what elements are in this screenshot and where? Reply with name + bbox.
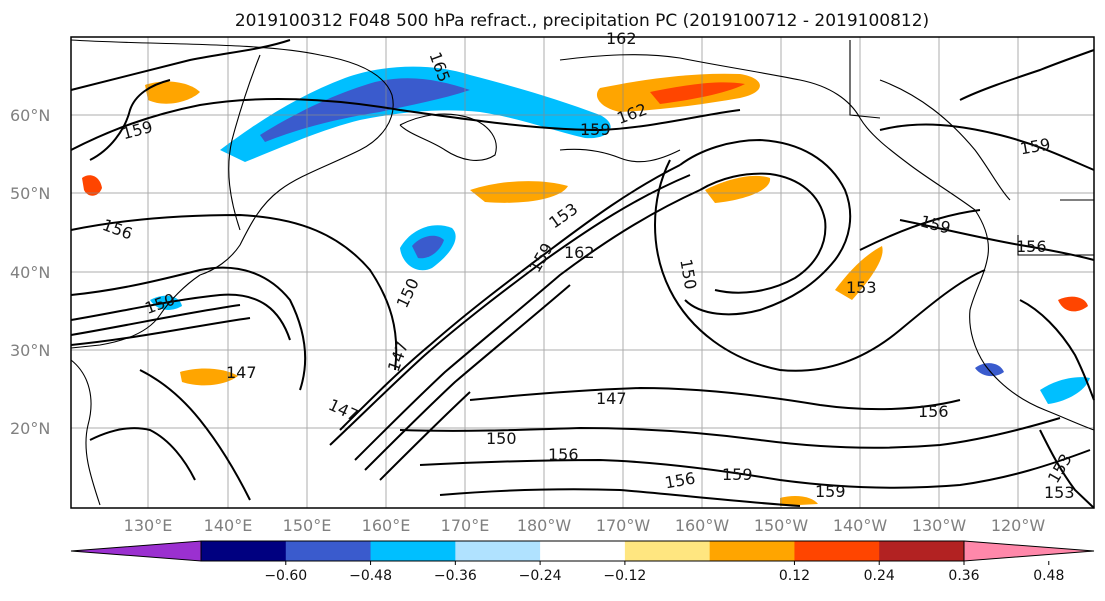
precip-negative-blob-southeast [1040,377,1090,404]
precip-positive-blob-central [705,175,771,203]
colorbar-segment [709,541,795,561]
contour-label: 147 [596,389,627,408]
colorbar-segment [455,541,541,561]
colorbar-tick-label: −0.60 [264,568,307,584]
lon-label: 160°W [675,516,730,535]
contour-label: 156 [1016,237,1047,256]
height-contours [70,39,1095,509]
lon-label: 160°E [362,516,411,535]
contour-label: 159 [815,482,846,501]
lon-label: 130°W [912,516,967,535]
lon-label: 120°W [991,516,1046,535]
colorbar-tick-label: 0.24 [864,568,895,584]
lon-label: 150°W [754,516,809,535]
contour-label: 162 [606,29,637,48]
contour-label: 156 [548,445,579,464]
lon-label: 170°W [596,516,651,535]
contour-label: 159 [580,120,611,139]
colorbar-tick-label: −0.24 [519,568,562,584]
lat-label: 50°N [10,184,50,203]
precip-positive-blob-27n [180,368,238,386]
colorbar-segment [879,541,965,561]
map-title: 2019100312 F048 500 hPa refract., precip… [235,11,929,31]
lon-label: 140°W [833,516,888,535]
colorbar-outline [200,540,965,562]
colorbar-segments [70,540,1095,562]
colorbar-extend-high [963,540,1095,562]
colorbar-tick-label: 0.36 [948,568,979,584]
colorbar-tick-label: −0.48 [349,568,392,584]
contour-label: 156 [918,402,949,421]
precip-positive-blob-east [1058,296,1088,312]
colorbar-segment [285,541,372,561]
contour-label: 150 [486,429,517,448]
colorbar-segment [370,541,456,561]
precip-negative-band-north [220,66,611,162]
precip-positive-core-north [650,82,745,104]
lat-label: 20°N [10,419,50,438]
longitude-labels: 130°E 140°E 150°E 160°E 170°E 180°W 170°… [124,516,1046,535]
lat-label: 40°N [10,263,50,282]
contour-label: 153 [846,278,877,297]
colorbar-segment [624,541,711,561]
colorbar-segment [201,541,287,561]
precip-negative-core-north [260,78,470,142]
precip-positive-blob-westpac [145,81,200,104]
map-area: 162 165 159 159 162 156 153 159 162 150 … [70,29,1095,509]
precip-positive-band-38n [835,246,883,300]
map-frame [70,36,1095,509]
contour-label: 159 [722,465,753,484]
contour-label: 153 [1044,483,1075,502]
lon-label: 170°E [441,516,490,535]
precip-negative-core-43n [412,235,444,259]
lon-label: 150°E [283,516,332,535]
contour-label: 162 [564,243,595,262]
latitude-labels: 60°N 50°N 40°N 30°N 20°N [10,106,50,438]
lon-label: 140°E [204,516,253,535]
colorbar-segment [540,541,626,561]
lat-label: 60°N [10,106,50,125]
contour-label: 147 [226,363,257,382]
colorbar-tick-label: 0.12 [779,568,810,584]
colorbar: −0.60 −0.48 −0.36 −0.24 −0.12 0.12 0.24 0.36 0.4… [70,540,1095,584]
lat-label: 30°N [10,341,50,360]
colorbar-tick-label: 0.48 [1033,568,1064,584]
colorbar-extend-low [70,540,202,562]
colorbar-ticks: −0.60 −0.48 −0.36 −0.24 −0.12 0.12 0.24 0.36 0.4… [264,561,1064,584]
lon-label: 130°E [124,516,173,535]
colorbar-tick-label: −0.36 [434,568,477,584]
lon-label: 180°W [517,516,572,535]
precip-positive-blob-51n [82,175,102,196]
coastlines [70,39,1095,506]
precip-positive-blob-south [780,496,818,506]
colorbar-tick-label: −0.12 [603,568,646,584]
colorbar-segment [794,541,880,561]
precip-negative-blob-24n [975,363,1004,377]
